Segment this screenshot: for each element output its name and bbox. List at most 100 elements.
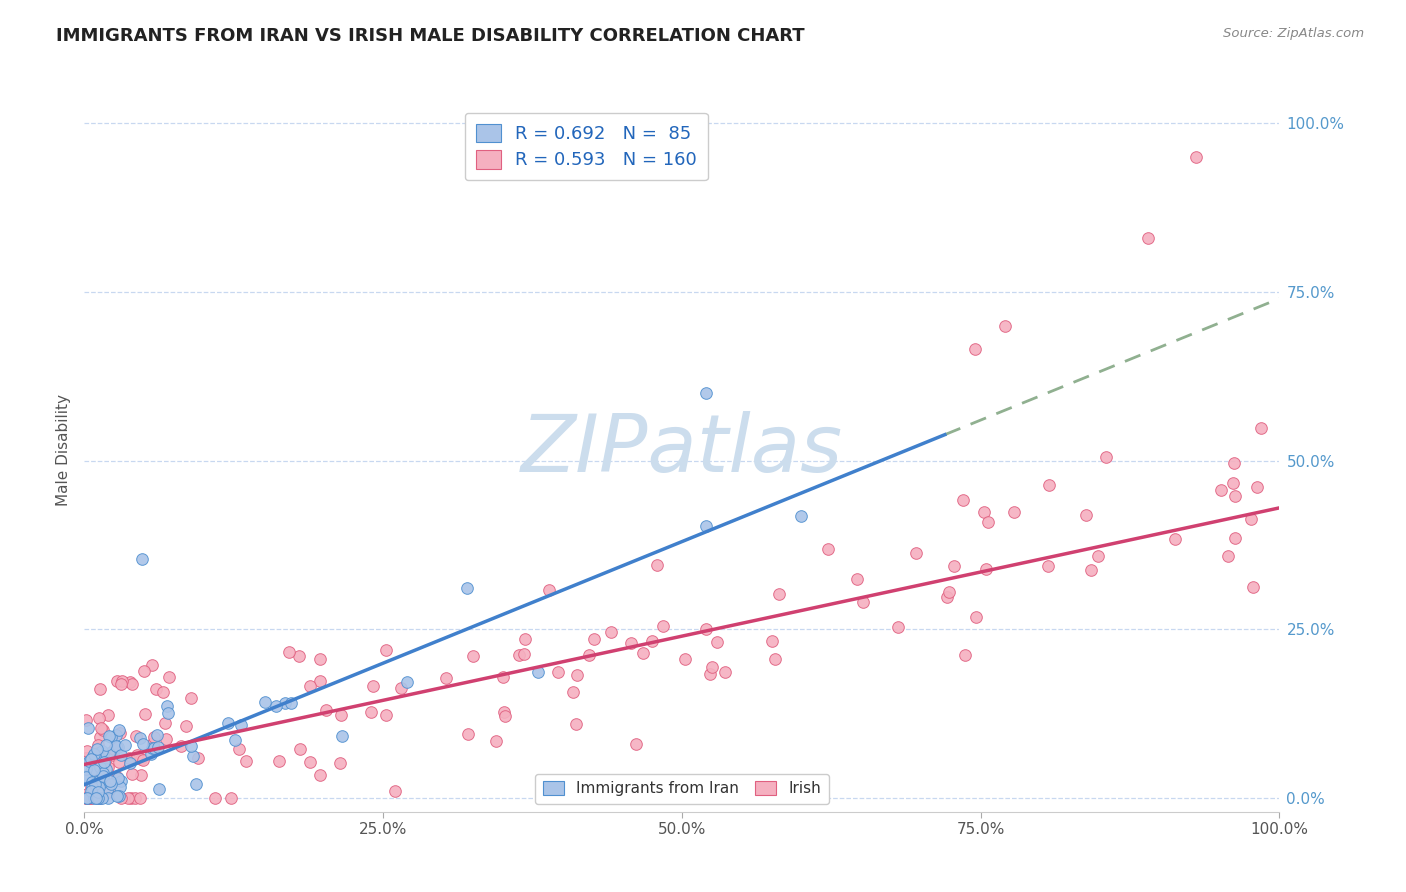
Point [492, 670, 515, 684]
Point [124, 791, 146, 805]
Point [86, 748, 108, 763]
Point [156, 699, 179, 714]
Point [1095, 450, 1118, 464]
Point [852, 594, 875, 608]
Point [110, 726, 132, 740]
Point [76, 788, 98, 802]
Point [77, 791, 100, 805]
Point [110, 677, 132, 691]
Point [651, 618, 673, 632]
Point [80, 784, 103, 798]
Point [763, 652, 786, 666]
Point [1246, 480, 1268, 494]
Point [264, 698, 287, 713]
Point [267, 754, 290, 768]
Point [1223, 489, 1246, 503]
Point [330, 729, 353, 743]
Point [695, 519, 717, 533]
Point [83, 791, 105, 805]
Point [82, 749, 104, 764]
Point [887, 620, 910, 634]
Point [94, 762, 117, 776]
Point [360, 705, 382, 719]
Point [93, 776, 115, 790]
Point [600, 624, 623, 639]
Point [217, 716, 239, 731]
Point [77, 721, 100, 735]
Point [1185, 150, 1208, 164]
Point [706, 635, 728, 649]
Point [139, 747, 162, 761]
Point [105, 770, 128, 784]
Point [87, 739, 110, 753]
Point [141, 741, 163, 756]
Point [90, 721, 112, 735]
Point [846, 572, 869, 586]
Point [89, 730, 111, 744]
Point [1239, 511, 1261, 525]
Point [132, 753, 155, 767]
Point [145, 682, 167, 697]
Point [963, 342, 986, 356]
Point [180, 690, 202, 705]
Point [94, 738, 117, 752]
Point [146, 739, 169, 754]
Point [155, 731, 177, 746]
Point [1087, 549, 1109, 563]
Point [183, 749, 205, 764]
Point [107, 755, 129, 769]
Point [129, 791, 152, 805]
Point [547, 665, 569, 679]
Point [157, 669, 180, 683]
Point [219, 791, 242, 805]
Point [83, 747, 105, 762]
Point [80, 791, 103, 805]
Point [308, 652, 330, 666]
Point [110, 747, 132, 762]
Point [620, 636, 643, 650]
Point [1211, 483, 1233, 497]
Point [143, 731, 166, 745]
Point [89, 681, 111, 696]
Point [1222, 475, 1244, 490]
Point [278, 645, 301, 659]
Point [80, 752, 103, 766]
Point [93, 755, 115, 769]
Point [974, 561, 997, 575]
Point [77, 789, 100, 803]
Point [91, 766, 114, 780]
Point [97, 781, 120, 796]
Point [76, 791, 98, 805]
Point [204, 791, 226, 805]
Point [80, 780, 103, 794]
Point [87, 791, 110, 805]
Point [83, 763, 105, 777]
Point [315, 703, 337, 717]
Point [1080, 563, 1102, 577]
Point [134, 706, 156, 721]
Point [89, 711, 111, 725]
Point [105, 674, 128, 689]
Point [121, 766, 143, 780]
Point [108, 780, 131, 794]
Point [83, 776, 105, 790]
Point [87, 780, 110, 794]
Point [1223, 531, 1246, 545]
Point [1241, 580, 1264, 594]
Point [515, 632, 537, 646]
Point [309, 768, 332, 782]
Point [1137, 231, 1160, 245]
Point [111, 673, 134, 688]
Point [624, 737, 647, 751]
Point [129, 731, 152, 745]
Point [101, 747, 124, 762]
Point [329, 756, 352, 771]
Point [107, 739, 129, 754]
Point [527, 665, 550, 679]
Text: Source: ZipAtlas.com: Source: ZipAtlas.com [1223, 27, 1364, 40]
Point [108, 789, 131, 803]
Point [973, 505, 995, 519]
Point [75, 790, 97, 805]
Point [100, 730, 122, 744]
Point [86, 742, 108, 756]
